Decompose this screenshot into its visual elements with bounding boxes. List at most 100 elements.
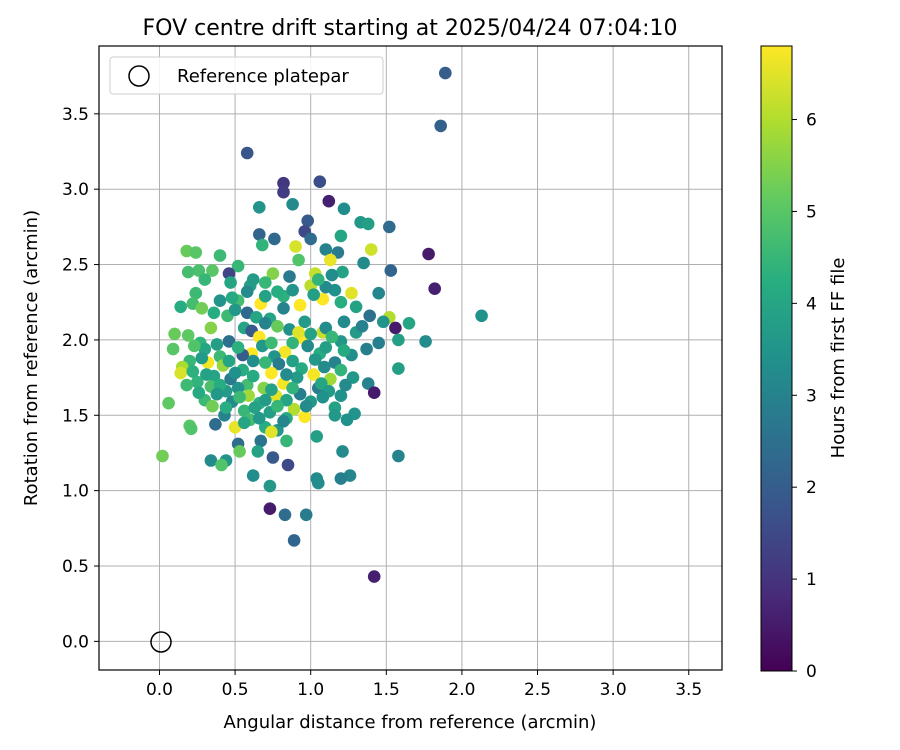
- data-point: [207, 306, 221, 320]
- data-point: [475, 309, 488, 323]
- data-point: [392, 362, 405, 375]
- data-point: [301, 214, 315, 228]
- data-point: [166, 342, 180, 356]
- data-point: [189, 246, 203, 259]
- chart-title: FOV centre drift starting at 2025/04/24 …: [143, 16, 678, 41]
- y-axis-label: Rotation from reference (arcmin): [21, 210, 42, 506]
- data-point: [246, 354, 260, 368]
- data-points: [156, 66, 488, 583]
- data-point: [252, 228, 266, 241]
- data-point: [402, 317, 416, 330]
- data-point: [228, 303, 242, 317]
- y-tick-label: 1.0: [62, 482, 89, 502]
- data-point: [259, 356, 272, 369]
- data-point: [180, 378, 193, 392]
- data-point: [319, 321, 333, 335]
- data-point: [334, 389, 348, 403]
- data-point: [168, 327, 181, 341]
- data-point: [325, 330, 339, 344]
- data-point: [298, 410, 312, 424]
- x-tick-label: 0.0: [146, 680, 173, 700]
- colorbar-tick-label: 0: [806, 662, 817, 682]
- colorbar-ticks: 0 1 2 3 4 5 6: [792, 111, 817, 682]
- colorbar-tick-label: 3: [806, 386, 817, 406]
- x-axis-label: Angular distance from reference (arcmin): [224, 712, 597, 733]
- data-point: [313, 175, 327, 188]
- data-point: [357, 256, 370, 270]
- data-point: [319, 341, 333, 354]
- data-point: [265, 336, 278, 350]
- data-point: [188, 339, 201, 353]
- data-point: [231, 341, 245, 354]
- data-point: [246, 273, 260, 286]
- data-point: [265, 425, 278, 439]
- data-point: [259, 276, 272, 289]
- data-point: [310, 430, 324, 443]
- data-point: [272, 357, 286, 371]
- data-point: [189, 286, 203, 300]
- colorbar-tick-label: 2: [806, 478, 817, 498]
- data-point: [339, 378, 352, 392]
- data-point: [383, 220, 396, 234]
- data-point: [198, 273, 212, 286]
- data-point: [392, 449, 405, 463]
- data-point: [249, 311, 263, 324]
- data-point: [266, 267, 280, 280]
- data-point: [156, 449, 169, 463]
- data-point: [191, 375, 204, 389]
- x-tick-label: 3.0: [600, 680, 627, 700]
- data-point: [287, 402, 301, 416]
- data-point: [364, 243, 378, 256]
- data-point: [367, 386, 381, 400]
- data-point: [363, 309, 377, 323]
- data-point: [293, 298, 307, 312]
- data-point: [233, 390, 246, 404]
- data-point: [174, 366, 187, 380]
- data-point: [287, 534, 301, 547]
- data-point: [299, 508, 313, 522]
- data-point: [186, 365, 200, 378]
- data-point: [361, 217, 375, 231]
- data-point: [246, 469, 260, 482]
- data-point: [277, 415, 290, 428]
- data-point: [422, 247, 435, 261]
- data-point: [392, 333, 405, 347]
- data-point: [301, 339, 315, 353]
- data-point: [286, 336, 299, 350]
- data-point: [384, 264, 398, 277]
- y-tick-label: 0.5: [62, 557, 89, 577]
- data-point: [204, 454, 218, 467]
- data-point: [181, 329, 195, 342]
- data-point: [259, 289, 272, 303]
- data-point: [372, 336, 386, 350]
- grid-lines: [99, 46, 722, 670]
- data-point: [255, 238, 269, 252]
- data-point: [312, 476, 325, 490]
- data-point: [251, 445, 265, 458]
- y-tick-label: 1.5: [62, 406, 89, 426]
- data-point: [174, 300, 187, 314]
- data-point: [334, 472, 348, 485]
- data-point: [219, 401, 233, 415]
- data-point: [318, 360, 331, 374]
- data-point: [372, 286, 386, 300]
- data-point: [419, 335, 432, 348]
- data-point: [195, 302, 209, 315]
- data-point: [360, 342, 373, 356]
- data-point: [213, 249, 227, 262]
- data-point: [434, 119, 448, 133]
- data-point: [280, 368, 293, 381]
- data-point: [222, 354, 236, 368]
- x-tick-label: 0.5: [222, 680, 249, 700]
- data-point: [308, 353, 322, 366]
- data-point: [209, 418, 222, 431]
- data-point: [337, 202, 351, 216]
- x-tick-label: 2.5: [524, 680, 551, 700]
- data-point: [195, 351, 209, 365]
- data-point: [246, 369, 260, 383]
- colorbar-gradient: [760, 45, 793, 672]
- colorbar: 0 1 2 3 4 5 6 Hours from first FF file: [760, 45, 849, 682]
- data-point: [298, 315, 312, 329]
- y-axis-ticks: 0.0 0.5 1.0 1.5 2.0 2.5 3.0 3.5: [62, 105, 99, 652]
